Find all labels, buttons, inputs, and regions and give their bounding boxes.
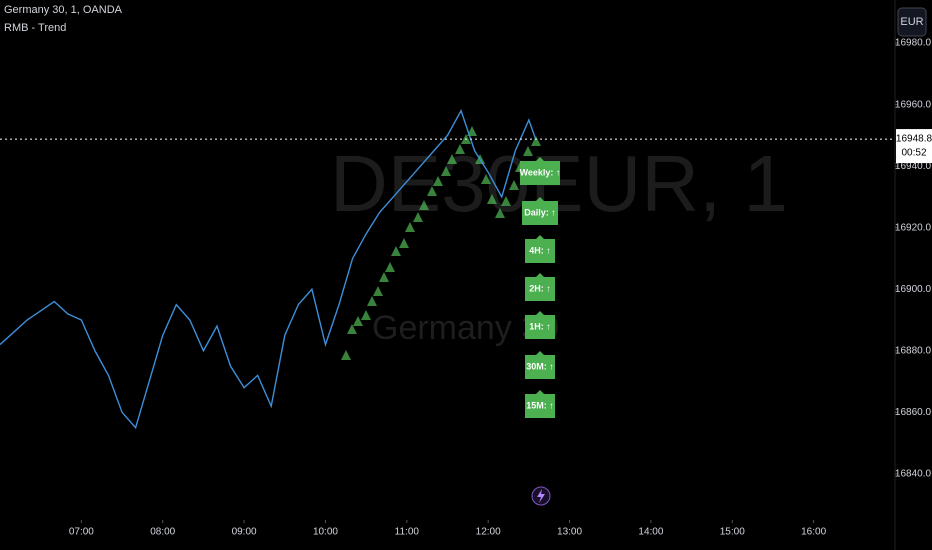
- x-tick-label: 08:00: [150, 527, 175, 538]
- y-tick-label: 16840.0: [895, 468, 932, 479]
- trend-triangle: [367, 296, 377, 306]
- trend-box: [522, 197, 558, 225]
- price-line: [0, 109, 537, 430]
- currency-button[interactable]: [897, 7, 927, 37]
- x-tick-label: 13:00: [557, 527, 582, 538]
- countdown-label: 00:52: [901, 148, 926, 159]
- trend-label: 30M: ↑: [526, 361, 554, 371]
- y-tick-label: 16880.0: [895, 345, 932, 356]
- trend-triangle: [523, 146, 533, 156]
- x-tick-label: 07:00: [69, 527, 94, 538]
- trend-triangle: [361, 310, 371, 320]
- trend-label: 2H: ↑: [529, 283, 551, 293]
- trend-box: [525, 235, 555, 263]
- trend-label: Weekly: ↑: [520, 167, 561, 177]
- trend-triangle: [347, 324, 357, 334]
- trend-triangle: [353, 316, 363, 326]
- y-tick-label: 16860.0: [895, 407, 932, 418]
- y-tick-label: 16940.0: [895, 161, 932, 172]
- x-tick-label: 14:00: [638, 527, 663, 538]
- trend-label: 4H: ↑: [529, 245, 551, 255]
- trend-label: 15M: ↑: [526, 400, 554, 410]
- trend-triangle: [455, 144, 465, 154]
- trend-triangle: [413, 212, 423, 222]
- trend-triangle: [531, 136, 541, 146]
- trend-triangle: [487, 194, 497, 204]
- last-price-label: 16948.8: [896, 134, 932, 145]
- indicator-title: RMB - Trend: [4, 22, 66, 34]
- trend-triangle: [495, 208, 505, 218]
- trend-triangle: [385, 262, 395, 272]
- trend-label: Daily: ↑: [524, 207, 556, 217]
- trend-triangle: [419, 200, 429, 210]
- currency-label[interactable]: EUR: [900, 16, 923, 28]
- trend-triangle: [391, 246, 401, 256]
- y-tick-label: 16920.0: [895, 222, 932, 233]
- y-tick-label: 16960.0: [895, 99, 932, 110]
- trend-label: 1H: ↑: [529, 321, 551, 331]
- trend-box: [525, 351, 555, 379]
- trend-box: [525, 390, 555, 418]
- x-tick-label: 11:00: [395, 527, 420, 538]
- trend-triangle: [399, 238, 409, 248]
- trend-triangle: [447, 154, 457, 164]
- trend-triangle: [341, 350, 351, 360]
- y-tick-label: 16900.0: [895, 284, 932, 295]
- trend-box: [525, 273, 555, 301]
- alert-bolt: [537, 489, 545, 503]
- trend-triangle: [379, 272, 389, 282]
- trend-box: [520, 157, 560, 185]
- symbol-title: Germany 30, 1, OANDA: [4, 4, 123, 16]
- y-tick-label: 16980.0: [895, 38, 932, 49]
- trend-triangle: [441, 166, 451, 176]
- x-tick-label: 12:00: [476, 527, 501, 538]
- x-tick-label: 10:00: [313, 527, 338, 538]
- trend-triangle: [405, 222, 415, 232]
- trend-triangle: [509, 180, 519, 190]
- trend-triangle: [501, 196, 511, 206]
- trend-triangle: [373, 286, 383, 296]
- x-tick-label: 15:00: [720, 527, 745, 538]
- trend-triangle: [427, 186, 437, 196]
- x-tick-label: 09:00: [232, 527, 257, 538]
- last-price-badge: [896, 129, 932, 164]
- trend-triangle: [433, 176, 443, 186]
- trend-box: [525, 311, 555, 339]
- x-tick-label: 16:00: [801, 527, 826, 538]
- trend-triangle: [481, 174, 491, 184]
